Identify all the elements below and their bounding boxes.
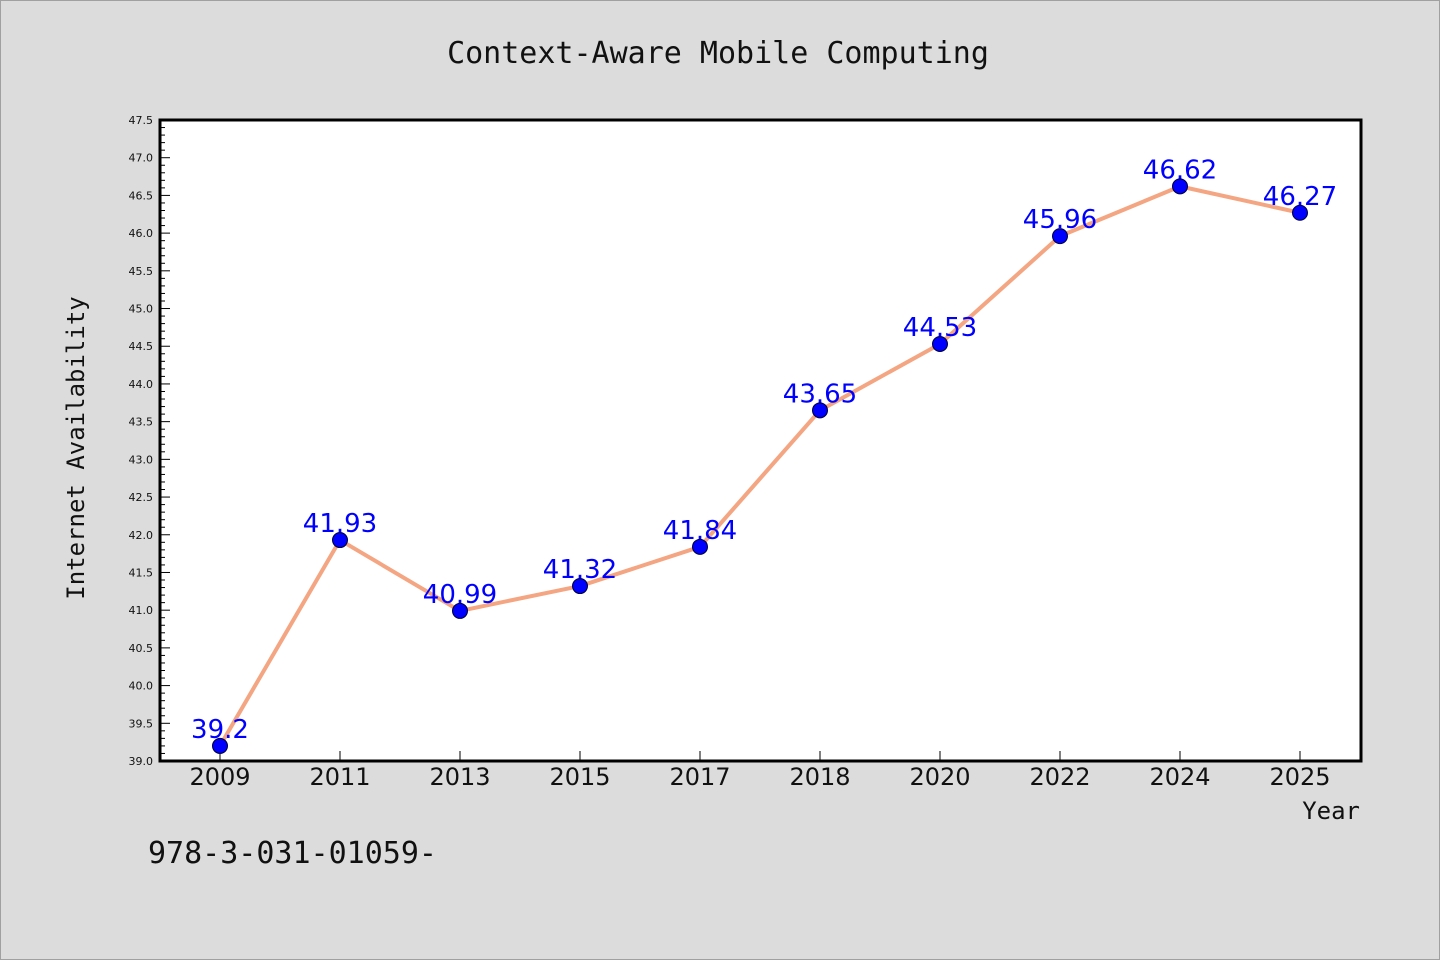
data-point [572,578,588,595]
y-tick-label: 47.5 [129,114,154,127]
data-point [812,402,828,419]
data-point [1052,228,1068,245]
x-tick-label: 2024 [1149,763,1210,791]
data-label: 46.27 [1263,182,1337,212]
x-tick-label: 2025 [1269,763,1330,791]
data-point [1172,178,1188,195]
data-label: 44.53 [903,313,977,343]
x-tick-label: 2011 [309,763,370,791]
data-label: 45.96 [1023,205,1097,235]
y-tick-label: 46.0 [129,227,154,240]
y-tick-label: 45.0 [129,303,154,316]
x-tick-label: 2009 [189,763,250,791]
data-label: 41.32 [543,555,617,585]
y-tick-label: 40.5 [129,642,154,655]
data-label: 39.2 [191,715,249,745]
y-tick-label: 42.0 [129,529,154,542]
data-label: 41.93 [303,509,377,539]
x-tick-label: 2020 [909,763,970,791]
data-label: 40.99 [423,580,497,610]
data-point [692,538,708,555]
y-tick-label: 43.5 [129,416,154,429]
data-label: 41.84 [663,516,737,546]
x-axis: 2009 2011 2013 2015 2017 2018 2020 2022 2024 2025 [189,751,1331,791]
y-tick-label: 40.0 [129,680,154,693]
series-layer: 39.2 41.93 40.99 41.32 41.84 43.65 44.53 45.96 4… [191,155,1337,754]
data-point [932,335,948,352]
x-tick-label: 2018 [789,763,850,791]
data-point [452,602,468,619]
data-label: 43.65 [783,379,857,409]
data-point [212,737,228,754]
data-point [1292,204,1308,221]
x-tick-label: 2017 [669,763,730,791]
chart-title: Context-Aware Mobile Computing [447,36,989,71]
y-tick-label: 43.0 [129,453,154,466]
data-point [332,532,348,549]
x-tick-label: 2022 [1029,763,1090,791]
plot-area [158,118,1363,763]
y-tick-label: 39.5 [129,717,154,730]
footnote: 978-3-031-01059- [148,836,437,871]
y-tick-label: 46.5 [129,189,154,202]
x-tick-label: 2015 [549,763,610,791]
y-tick-label: 44.5 [129,340,154,353]
y-tick-label: 47.0 [129,152,154,165]
y-axis: 39.0 39.5 40.0 40.5 41.0 41.5 42.0 42.5 43.0 43.5… [129,114,170,768]
y-tick-label: 45.5 [129,265,154,278]
y-tick-label: 42.5 [129,491,154,504]
data-label: 46.62 [1143,155,1217,185]
y-tick-label: 44.0 [129,378,154,391]
series-line [218,184,1301,747]
y-tick-label: 41.0 [129,604,154,617]
x-tick-label: 2013 [429,763,490,791]
y-tick-label: 41.5 [129,566,154,579]
x-axis-label: Year [1302,797,1360,825]
y-tick-label: 39.0 [129,755,154,768]
y-axis-label: Internet Availability [62,296,90,599]
